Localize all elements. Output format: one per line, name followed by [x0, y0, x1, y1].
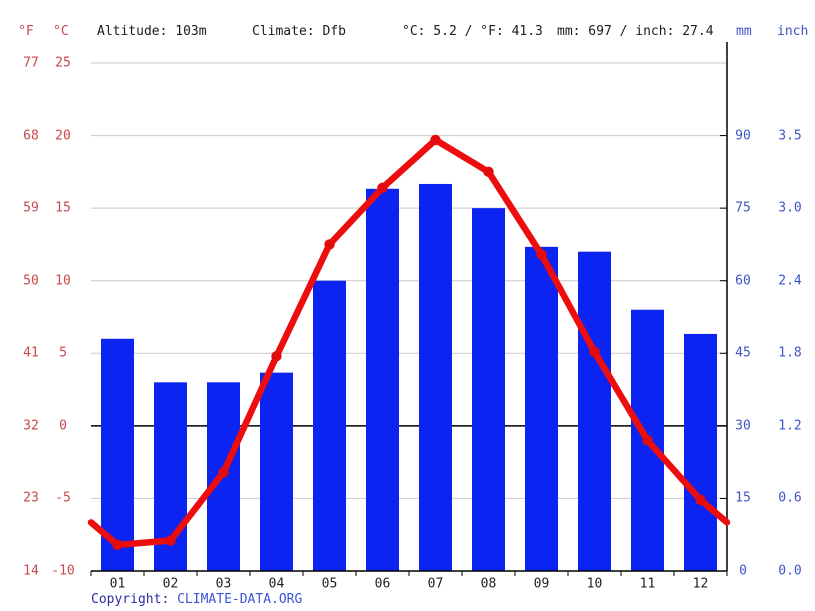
temperature-line	[87, 136, 731, 549]
temp-axis-label-c: 5	[59, 345, 67, 361]
temp-axis-label-f: 14	[23, 563, 39, 579]
precip-axis-label-inch: 0.0	[778, 563, 802, 579]
temperature-point-10	[589, 346, 600, 358]
precip-axis-label-mm: 90	[735, 128, 751, 144]
precip-bar-04	[260, 372, 293, 571]
temperature-point-07	[430, 134, 441, 146]
temp-axis-label-c: 25	[55, 55, 71, 71]
temp-axis-label-c: 10	[55, 273, 71, 289]
temperature-point-01	[112, 539, 123, 551]
month-label-02: 02	[162, 576, 179, 592]
temperature-point-11	[642, 435, 653, 446]
precip-bar-08	[472, 208, 505, 571]
precip-bar-06	[366, 188, 399, 572]
precip-axis-label-mm: 30	[735, 418, 751, 434]
precip-axis-label-mm: 45	[735, 345, 751, 361]
temperature-point-09	[536, 249, 547, 260]
mean-temp-label: °C: 5.2 / °F: 41.3	[402, 24, 543, 39]
precip-axis-label-inch: 0.6	[778, 490, 802, 506]
inch-unit-label: inch	[777, 24, 809, 39]
precip-axis-label-mm: 60	[735, 273, 751, 289]
temperature-point-04	[271, 350, 282, 362]
precip-bar-07	[419, 183, 452, 571]
precip-axis-label-inch: 1.8	[778, 345, 802, 361]
month-label-05: 05	[321, 576, 338, 592]
temp-axis-label-f: 59	[23, 200, 39, 216]
temperature-point-12	[695, 494, 706, 506]
temp-axis-label-c: 0	[59, 418, 67, 434]
fahrenheit-unit-label: °F	[18, 24, 34, 39]
temp-axis-label-f: 23	[23, 490, 39, 506]
celsius-unit-label: °C	[53, 24, 69, 39]
temp-axis-label-c: 20	[55, 128, 71, 144]
copyright-link[interactable]: CLIMATE-DATA.ORG	[177, 592, 303, 607]
precip-bar-09	[525, 246, 558, 571]
temp-axis-label-c: 15	[55, 200, 71, 216]
temp-axis-label-f: 41	[23, 345, 39, 361]
temperature-point-08	[483, 166, 494, 178]
precip-axis-label-inch: 2.4	[778, 273, 802, 289]
annual-precip-label: mm: 697 / inch: 27.4	[557, 24, 714, 39]
month-label-12: 12	[692, 576, 709, 592]
month-label-04: 04	[268, 576, 285, 592]
precip-bar-12	[684, 333, 717, 571]
temp-axis-label-f: 50	[23, 273, 39, 289]
precip-axis-label-mm: 0	[739, 563, 747, 579]
precip-axis-label-mm: 15	[735, 490, 751, 506]
temp-axis-label-f: 32	[23, 418, 39, 434]
copyright: Copyright: CLIMATE-DATA.ORG	[91, 592, 302, 607]
precip-bar-05	[313, 280, 346, 571]
month-label-03: 03	[215, 576, 232, 592]
temp-axis-label-f: 68	[23, 128, 39, 144]
temperature-point-05	[324, 239, 335, 250]
temperature-point-06	[377, 182, 388, 194]
precip-axis-label-inch: 3.0	[778, 200, 802, 216]
precip-bar-10	[578, 251, 611, 571]
month-label-10: 10	[586, 576, 603, 592]
climate-class-label: Climate: Dfb	[252, 24, 346, 39]
temp-axis-label-f: 77	[23, 55, 39, 71]
month-label-09: 09	[533, 576, 550, 592]
month-label-08: 08	[480, 576, 497, 592]
precip-axis-label-inch: 3.5	[778, 128, 802, 144]
altitude-label: Altitude: 103m	[97, 24, 207, 39]
temperature-point-02	[165, 535, 176, 546]
month-label-01: 01	[109, 576, 126, 592]
month-label-07: 07	[427, 576, 444, 592]
month-label-11: 11	[639, 576, 656, 592]
month-label-06: 06	[374, 576, 391, 592]
temperature-point-03	[218, 467, 229, 478]
mm-unit-label: mm	[736, 24, 752, 39]
temp-axis-label-c: -5	[55, 490, 71, 506]
copyright-label: Copyright:	[91, 592, 170, 607]
precip-axis-label-inch: 1.2	[778, 418, 802, 434]
precip-axis-label-mm: 75	[735, 200, 751, 216]
temp-axis-label-c: -10	[51, 563, 75, 579]
